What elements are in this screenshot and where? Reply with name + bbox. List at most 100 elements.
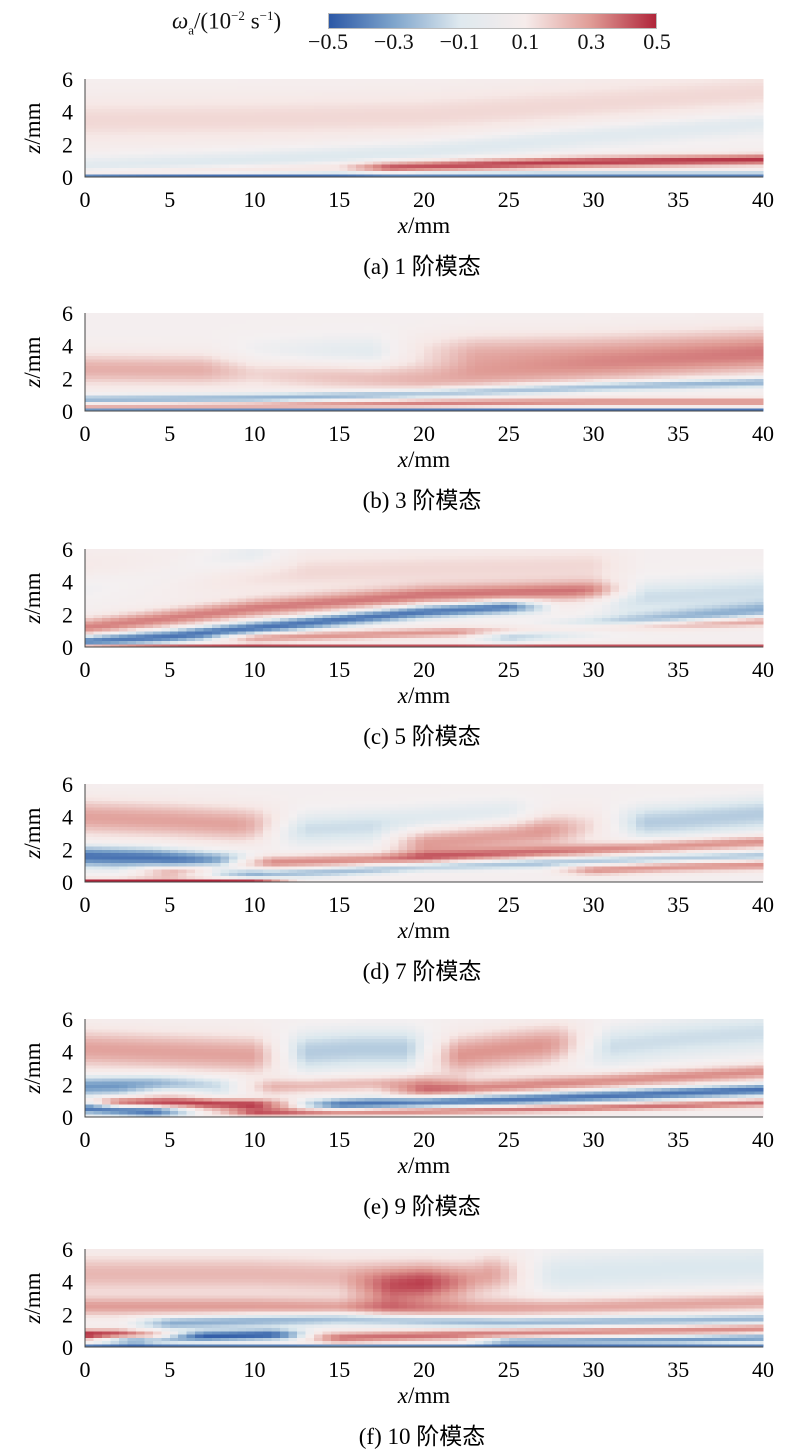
heatmap-cell (500, 134, 510, 139)
heatmap-cell (398, 118, 408, 123)
heatmap-cell (135, 85, 145, 90)
heatmap-cell (212, 128, 222, 132)
heatmap-cell (542, 79, 552, 83)
heatmap-cell (169, 85, 179, 90)
heatmap-cell (220, 79, 230, 83)
heatmap-cell (398, 163, 408, 168)
heatmap-cell (415, 163, 425, 168)
heatmap-cell (398, 101, 408, 106)
heatmap-cell (559, 105, 569, 109)
heatmap-cell (415, 128, 425, 132)
heatmap-cell (381, 105, 391, 109)
heatmap-cell (381, 79, 391, 83)
heatmap-cell (720, 79, 730, 83)
heatmap-cell (381, 147, 391, 152)
heatmap-cell (466, 163, 476, 168)
heatmap-cell (339, 88, 349, 93)
heatmap-cell (339, 154, 349, 158)
heatmap-cell (305, 134, 315, 139)
heatmap-cell (457, 111, 467, 116)
heatmap-cell (390, 124, 400, 129)
heatmap-cell (118, 157, 128, 162)
heatmap-cell (186, 131, 196, 136)
heatmap-cell (271, 111, 281, 116)
heatmap-cell (551, 147, 561, 152)
heatmap-cell (169, 170, 179, 175)
heatmap-cell (85, 150, 95, 155)
heatmap-cell (144, 101, 154, 106)
heatmap-cell (110, 92, 120, 96)
heatmap-cell (432, 163, 442, 168)
heatmap-cell (466, 150, 476, 155)
heatmap-cell (246, 163, 256, 168)
heatmap-cell (457, 108, 467, 113)
heatmap-cell (466, 147, 476, 152)
heatmap-cell (93, 105, 103, 109)
heatmap-cell (271, 105, 281, 109)
heatmap-cell (720, 313, 730, 317)
heatmap-cell (271, 157, 281, 162)
heatmap-cell (356, 105, 366, 109)
heatmap-cell (305, 95, 315, 100)
heatmap-cell (288, 144, 298, 149)
heatmap-cell (347, 128, 357, 132)
heatmap-cell (93, 85, 103, 90)
heatmap-cell (313, 108, 323, 113)
heatmap-cell (559, 95, 569, 100)
heatmap-cell (415, 98, 425, 103)
heatmap-cell (551, 92, 561, 96)
heatmap-cell (186, 313, 196, 317)
heatmap-cell (415, 173, 425, 178)
heatmap-cell (313, 114, 323, 119)
heatmap-cell (246, 128, 256, 132)
heatmap-cell (271, 134, 281, 139)
heatmap-cell (85, 131, 95, 136)
heatmap-cell (415, 105, 425, 109)
heatmap-cell (339, 85, 349, 90)
heatmap-cell (229, 98, 239, 103)
heatmap-cell (127, 147, 137, 152)
heatmap-cell (339, 101, 349, 106)
heatmap-cell (542, 98, 552, 103)
heatmap-cell (144, 82, 154, 87)
heatmap-cell (101, 170, 112, 175)
heatmap-cell (432, 118, 442, 123)
heatmap-cell (203, 128, 213, 132)
heatmap-cell (305, 144, 315, 149)
heatmap-cell (237, 79, 247, 83)
heatmap-cell (508, 105, 518, 109)
heatmap-cell (508, 313, 518, 317)
heatmap-cell (551, 160, 561, 165)
heatmap-cell (440, 82, 451, 87)
heatmap-cell (534, 79, 544, 83)
heatmap-cell (457, 160, 467, 165)
heatmap-cell (296, 124, 306, 129)
heatmap-cell (279, 114, 289, 119)
heatmap-cell (576, 157, 586, 162)
heatmap-cell (457, 121, 467, 126)
heatmap-cell (101, 160, 112, 165)
heatmap-cell (271, 137, 281, 142)
heatmap-cell (101, 88, 112, 93)
heatmap-cell (246, 137, 256, 142)
heatmap-cell (296, 170, 306, 175)
heatmap-cell (356, 131, 366, 136)
heatmap-cell (542, 313, 552, 317)
heatmap-cell (517, 157, 527, 162)
heatmap-cell (152, 141, 162, 145)
heatmap-cell (305, 137, 315, 142)
heatmap-cell (178, 128, 188, 132)
heatmap-cell (483, 105, 493, 109)
heatmap-cell (440, 105, 451, 109)
heatmap-cell (144, 108, 154, 113)
heatmap-cell (356, 85, 366, 90)
heatmap-cell (203, 150, 213, 155)
heatmap-cell (398, 173, 408, 178)
heatmap-cell (576, 114, 586, 119)
heatmap-cell (212, 150, 222, 155)
heatmap-cell (152, 160, 162, 165)
heatmap-cell (322, 108, 332, 113)
heatmap-cell (500, 154, 510, 158)
heatmap-cell (712, 79, 722, 83)
heatmap-cell (551, 98, 561, 103)
